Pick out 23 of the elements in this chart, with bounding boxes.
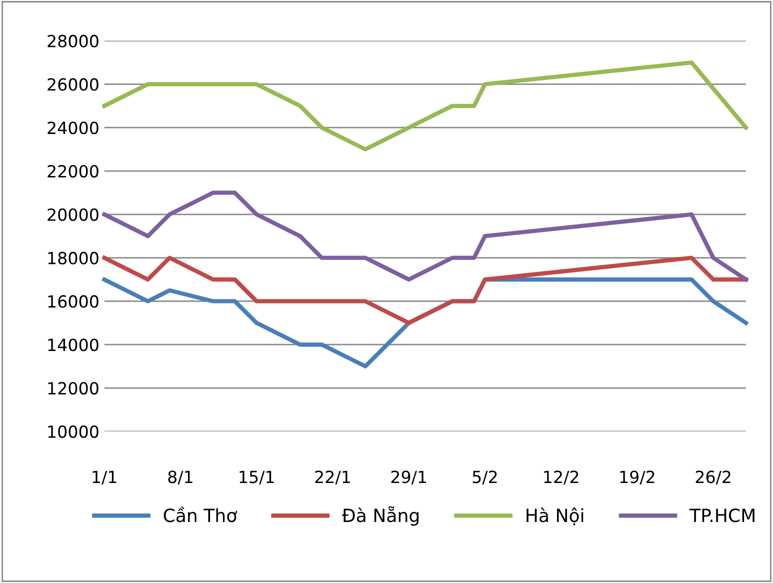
x-tick-label: 1/1	[92, 470, 116, 485]
x-tick-label: 12/2	[544, 470, 578, 485]
y-tick-label: 26000	[48, 78, 98, 91]
x-tick-label: 5/2	[472, 470, 497, 485]
y-tick-label: 28000	[48, 34, 98, 48]
y-tick-label: 16000	[48, 295, 98, 308]
y-tick-label: 24000	[48, 122, 98, 134]
x-tick-label: 29/1	[391, 470, 426, 485]
x-tick-label: 22/1	[315, 470, 350, 485]
x-tick-label: 8/1	[168, 470, 192, 485]
y-tick-label: 14000	[48, 338, 98, 352]
y-tick-label: 18000	[48, 252, 98, 264]
y-tick-label: 12000	[48, 382, 98, 395]
legend-label: Cần Thơ	[164, 506, 237, 522]
y-tick-label: 10000	[48, 425, 98, 438]
legend-label: Đà Nẵng	[342, 506, 418, 526]
y-tick-label: 22000	[48, 164, 98, 178]
x-tick-label: 19/2	[620, 470, 654, 485]
x-tick-label: 15/1	[240, 470, 274, 485]
x-tick-label: 26/2	[696, 470, 730, 485]
legend-label: Hà Nội	[526, 508, 584, 526]
legend-label: TP.HCM	[689, 508, 754, 522]
y-tick-label: 20000	[48, 208, 98, 221]
